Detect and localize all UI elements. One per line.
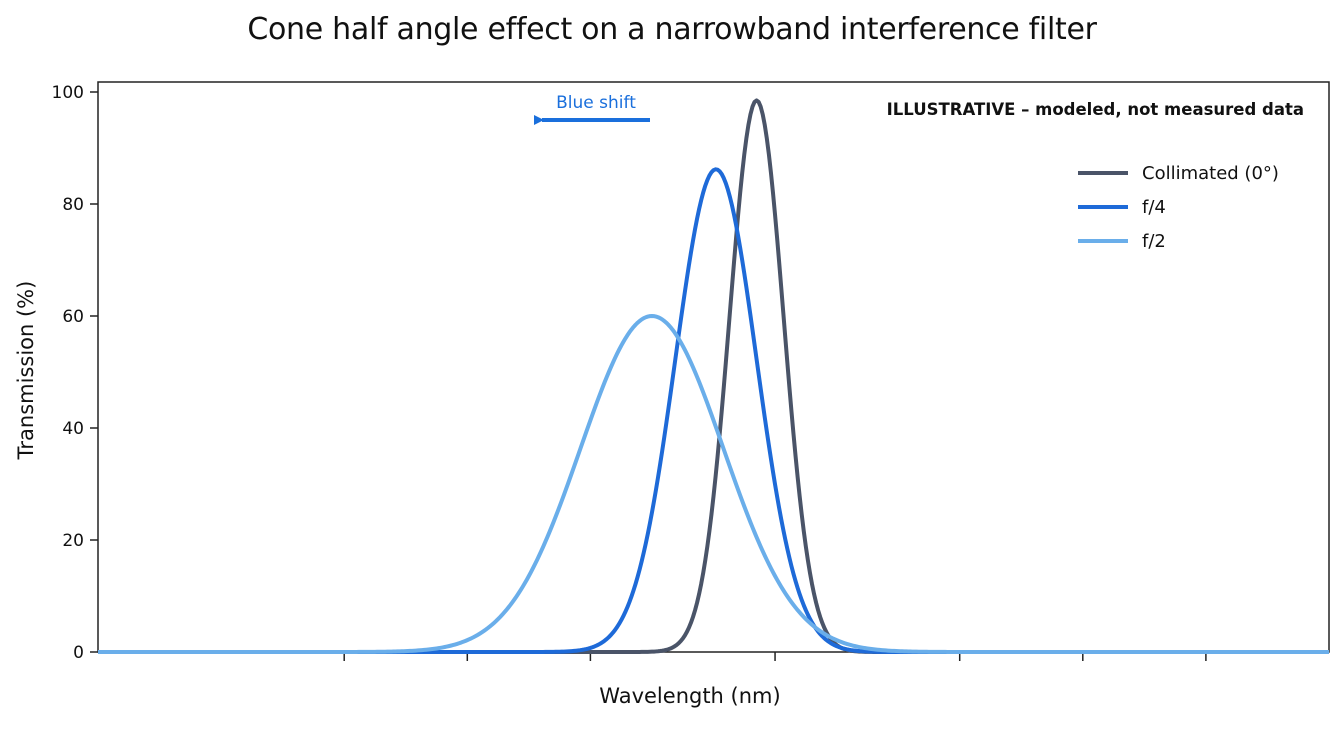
x-axis-label: Wavelength (nm) (599, 684, 780, 708)
y-tick-label: 20 (62, 531, 84, 551)
chart-title: Cone half angle effect on a narrowband i… (247, 12, 1097, 47)
plot-area-frame (97, 81, 1330, 653)
legend-label: f/4 (1142, 197, 1166, 218)
blue-shift-label: Blue shift (556, 93, 636, 113)
y-axis-label: Transmission (%) (14, 281, 38, 461)
series-lines (98, 98, 1329, 654)
legend: Collimated (0°) f/4 f/2 (1078, 163, 1279, 252)
y-tick-label: 80 (62, 195, 84, 215)
legend-label: Collimated (0°) (1142, 163, 1279, 184)
series-line (98, 314, 1329, 654)
y-axis: 0 20 40 60 80 100 (52, 83, 98, 663)
y-tick-label: 0 (73, 643, 84, 663)
legend-label: f/2 (1142, 231, 1166, 252)
blue-shift-annotation: Blue shift (534, 93, 650, 125)
y-tick-label: 100 (52, 83, 84, 103)
illustrative-note: ILLUSTRATIVE – modeled, not measured dat… (887, 100, 1304, 119)
y-tick-label: 40 (62, 419, 84, 439)
y-tick-label: 60 (62, 307, 84, 327)
